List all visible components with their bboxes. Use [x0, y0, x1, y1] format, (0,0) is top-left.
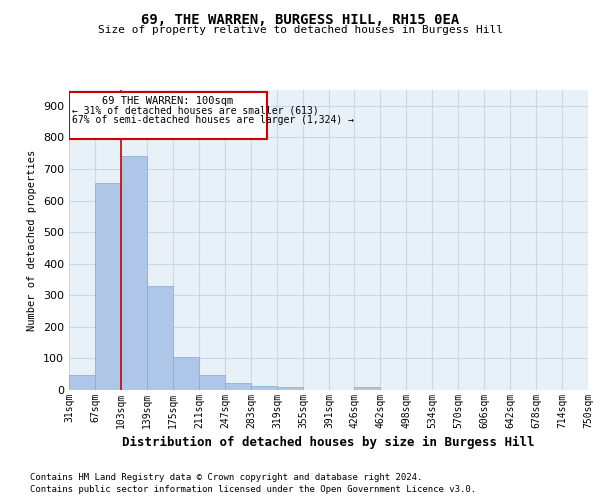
Bar — [95, 183, 121, 390]
X-axis label: Distribution of detached houses by size in Burgess Hill: Distribution of detached houses by size … — [122, 436, 535, 450]
Text: Contains public sector information licensed under the Open Government Licence v3: Contains public sector information licen… — [30, 485, 476, 494]
Bar — [147, 286, 173, 390]
Bar — [251, 386, 277, 390]
Text: ← 31% of detached houses are smaller (613): ← 31% of detached houses are smaller (61… — [72, 106, 319, 116]
Bar — [354, 388, 380, 390]
Bar — [225, 383, 251, 390]
Text: Contains HM Land Registry data © Crown copyright and database right 2024.: Contains HM Land Registry data © Crown c… — [30, 472, 422, 482]
Bar — [277, 387, 303, 390]
Text: Size of property relative to detached houses in Burgess Hill: Size of property relative to detached ho… — [97, 25, 503, 35]
Bar — [121, 156, 147, 390]
Bar — [199, 375, 225, 390]
Text: 69 THE WARREN: 100sqm: 69 THE WARREN: 100sqm — [102, 96, 233, 106]
Text: 69, THE WARREN, BURGESS HILL, RH15 0EA: 69, THE WARREN, BURGESS HILL, RH15 0EA — [141, 12, 459, 26]
FancyBboxPatch shape — [69, 92, 267, 139]
Y-axis label: Number of detached properties: Number of detached properties — [28, 150, 37, 330]
Bar — [69, 375, 95, 390]
Text: 67% of semi-detached houses are larger (1,324) →: 67% of semi-detached houses are larger (… — [72, 116, 354, 126]
Bar — [173, 357, 199, 390]
